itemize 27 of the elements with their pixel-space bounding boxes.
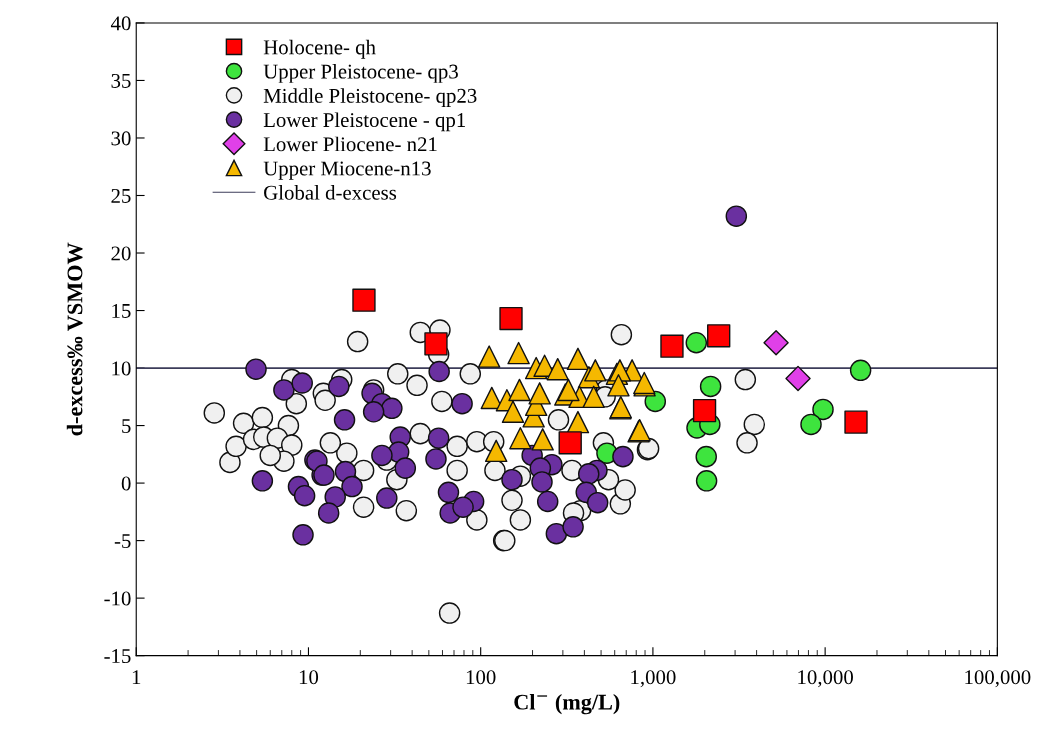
y-tick-label: 40 bbox=[110, 16, 131, 31]
y-tick-label: 35 bbox=[111, 73, 131, 88]
legend-label: Lower Pliocene- n21 bbox=[263, 136, 437, 152]
x-tick-label: 1,000 bbox=[631, 670, 676, 688]
x-axis-title: Cl$^{−}$ (mg/L) bbox=[514, 693, 620, 715]
legend-label: Global d-excess bbox=[264, 185, 397, 200]
legend-label: Upper Pleistocene- qp3 bbox=[263, 63, 458, 83]
y-tick-label: 15 bbox=[112, 304, 131, 318]
legend-label: Lower Pleistocene - qp1 bbox=[263, 112, 465, 132]
legend-label: Holocene- qh bbox=[263, 39, 376, 59]
y-tick-label: 30 bbox=[111, 131, 131, 146]
y-tick-label: 0 bbox=[121, 476, 131, 491]
y-tick-label: 25 bbox=[111, 188, 131, 203]
x-tick-label: 1 bbox=[132, 670, 141, 684]
y-tick-label: -15 bbox=[104, 649, 131, 664]
y-tick-label: -5 bbox=[114, 534, 131, 549]
y-tick-label: 10 bbox=[112, 361, 131, 376]
x-tick-label: 100 bbox=[466, 670, 496, 685]
legend-label: Upper Miocene-n13 bbox=[263, 161, 431, 180]
legend-label: Middle Pleistocene- qp23 bbox=[263, 88, 477, 108]
y-tick-label: 5 bbox=[122, 419, 131, 433]
x-tick-label: 10 bbox=[299, 670, 319, 685]
x-tick-label: 100,000 bbox=[965, 670, 1031, 688]
y-axis-title: d-excess‰ VSMOW bbox=[66, 242, 83, 436]
y-tick-label: -10 bbox=[104, 591, 131, 606]
y-tick-label: 20 bbox=[111, 246, 131, 261]
x-tick-label: 10,000 bbox=[798, 670, 853, 688]
